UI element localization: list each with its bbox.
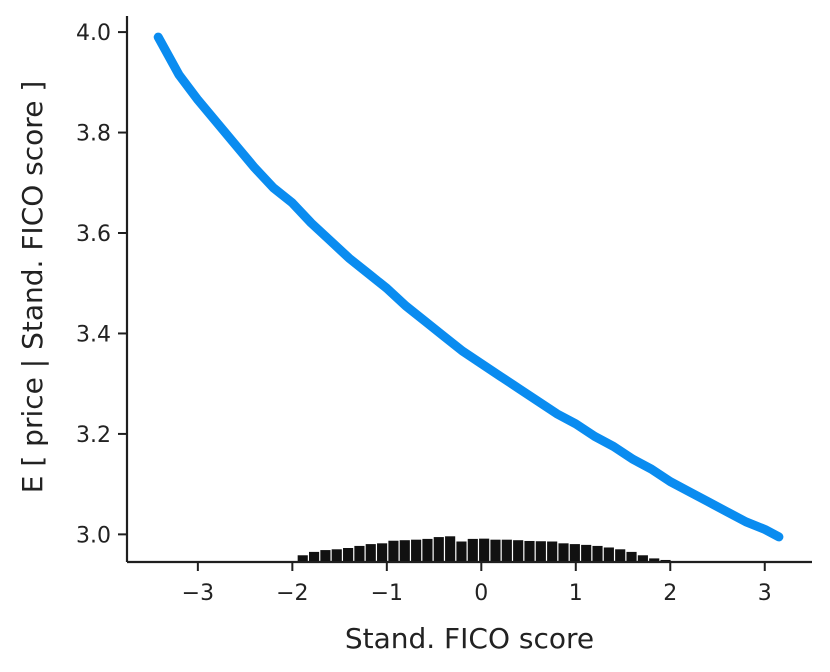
histogram-bar — [558, 543, 569, 561]
histogram-bar — [615, 549, 626, 561]
histogram-bar — [445, 536, 456, 561]
x-axis-label: Stand. FICO score — [345, 622, 594, 655]
histogram-bar — [365, 544, 376, 561]
histogram-bar — [399, 540, 410, 561]
y-tick-label: 3.2 — [76, 423, 111, 448]
histogram-bar — [501, 539, 512, 561]
histogram-bar — [524, 540, 535, 561]
histogram-bar — [411, 539, 422, 561]
histogram-bar — [660, 559, 671, 561]
histogram-bar — [320, 550, 331, 561]
y-tick-label: 3.6 — [76, 222, 111, 247]
y-tick-label: 3.4 — [76, 322, 111, 347]
x-tick-label: −2 — [276, 581, 308, 606]
histogram-bar — [343, 548, 354, 561]
series-line — [153, 32, 784, 542]
y-axis-label: E [ price | Stand. FICO score ] — [16, 81, 49, 493]
x-tick-label: 2 — [663, 581, 677, 606]
histogram-bar — [581, 544, 592, 561]
histogram-bar — [535, 541, 546, 561]
histogram-bar — [649, 558, 660, 561]
x-axis: −3 −2 −1 0 1 2 3 — [182, 562, 772, 606]
y-tick-label: 3.0 — [76, 523, 111, 548]
histogram-bar — [490, 539, 501, 561]
histogram-bar — [626, 551, 637, 561]
x-tick-label: 0 — [474, 581, 488, 606]
histogram-bar — [309, 551, 320, 561]
histogram — [297, 536, 671, 561]
histogram-bar — [297, 555, 308, 561]
histogram-bar — [456, 541, 467, 561]
histogram-bar — [377, 543, 388, 561]
y-tick-label: 4.0 — [76, 21, 111, 46]
histogram-bar — [603, 547, 614, 561]
x-tick-label: 3 — [758, 581, 772, 606]
histogram-bar — [547, 541, 558, 561]
histogram-bar — [331, 549, 342, 561]
histogram-bar — [422, 538, 433, 561]
x-tick-label: −1 — [371, 581, 403, 606]
histogram-bar — [354, 545, 365, 561]
y-axis: 3.0 3.2 3.4 3.6 3.8 4.0 — [76, 21, 127, 548]
x-tick-label: 1 — [569, 581, 583, 606]
histogram-bar — [479, 538, 490, 561]
histogram-bar — [592, 545, 603, 561]
histogram-bar — [637, 555, 648, 561]
x-tick-label: −3 — [182, 581, 214, 606]
histogram-bar — [433, 537, 444, 561]
histogram-bar — [569, 544, 580, 561]
histogram-bar — [388, 540, 399, 561]
histogram-bar — [513, 540, 524, 561]
y-tick-label: 3.8 — [76, 122, 111, 147]
histogram-bar — [467, 538, 478, 561]
